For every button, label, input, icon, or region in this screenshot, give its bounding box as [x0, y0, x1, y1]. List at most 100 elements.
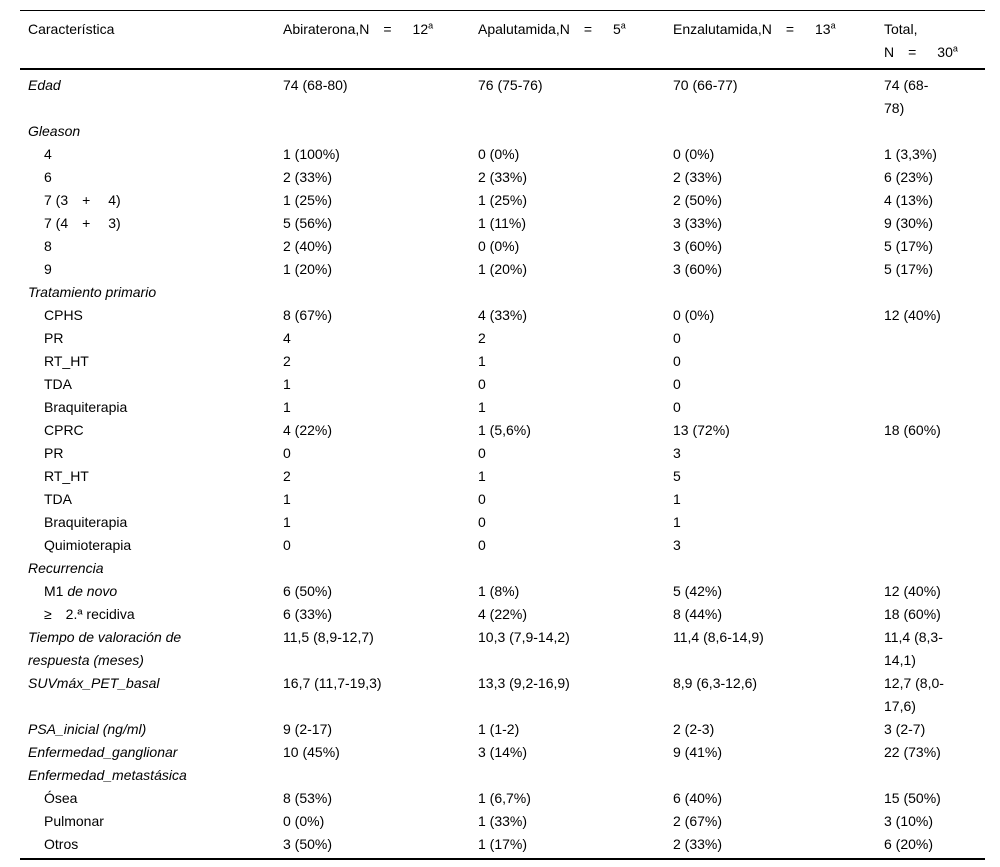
cell-apalutamida: 10,3 (7,9-14,2): [478, 629, 570, 645]
cell-apalutamida: 0 (0%): [478, 238, 520, 254]
row-label-cell: TDA: [20, 488, 283, 511]
row-label: Braquiterapia: [44, 399, 128, 415]
cell-enzalutamida: 1: [673, 514, 681, 530]
row-label: SUVmáx_PET_basal: [28, 675, 160, 691]
row-label: PSA_inicial (ng/ml): [28, 721, 147, 737]
row-label: Otros: [44, 836, 79, 852]
cell-total: 3 (2-7): [884, 721, 926, 737]
row-label-cell: Tiempo de valoración de respuesta (meses…: [20, 626, 283, 672]
cell-total: 11,4 (8,3- 14,1): [884, 629, 943, 668]
cell-apalutamida: 1: [478, 468, 486, 484]
cell-total: 18 (60%): [884, 606, 941, 622]
table-row: Tratamiento primario: [20, 281, 985, 304]
cell-apalutamida: [478, 281, 673, 304]
table-body: Edad 74 (68-80) 76 (75-76) 70 (66-77) 74…: [20, 69, 985, 859]
row-label-cell: PSA_inicial (ng/ml): [20, 718, 283, 741]
cell-enzalutamida: [673, 120, 884, 143]
cell-abiraterona: 4: [283, 330, 291, 346]
column-header-abiraterona: Abiraterona,N = 12a: [283, 10, 478, 70]
row-label-cell: 6: [20, 166, 283, 189]
cell-apalutamida: 76 (75-76): [478, 77, 543, 93]
cell-enzalutamida: 8 (44%): [673, 606, 723, 622]
row-label: 6: [44, 169, 52, 185]
row-label-cell: Braquiterapia: [20, 511, 283, 534]
footnote-marker: a: [620, 20, 626, 31]
cell-total: [884, 534, 985, 557]
cell-total: 15 (50%): [884, 790, 941, 806]
row-label: Tratamiento primario: [28, 284, 157, 300]
cell-apalutamida: 0: [478, 376, 486, 392]
table-header: Característica Abiraterona,N = 12a Apalu…: [20, 10, 985, 70]
cell-enzalutamida: 3: [673, 537, 681, 553]
cell-enzalutamida: [673, 764, 884, 787]
cell-total: 18 (60%): [884, 422, 941, 438]
cell-apalutamida: 0 (0%): [478, 146, 520, 162]
row-label: Edad: [28, 77, 61, 93]
table-row: RT_HT 2 1 0: [20, 350, 985, 373]
cell-enzalutamida: 5 (42%): [673, 583, 723, 599]
row-label: PR: [44, 445, 64, 461]
row-label-cell: 7 (3 + 4): [20, 189, 283, 212]
cell-abiraterona: 1: [283, 514, 291, 530]
cell-enzalutamida: 0: [673, 376, 681, 392]
cell-apalutamida: 1 (33%): [478, 813, 528, 829]
cell-abiraterona: 3 (50%): [283, 836, 333, 852]
cell-apalutamida: 1 (1-2): [478, 721, 520, 737]
table-row: 4 1 (100%) 0 (0%) 0 (0%) 1 (3,3%): [20, 143, 985, 166]
cell-abiraterona: 74 (68-80): [283, 77, 348, 93]
header-row: Característica Abiraterona,N = 12a Apalu…: [20, 10, 985, 70]
column-header-caracteristica: Característica: [20, 10, 283, 70]
cell-total: 12 (40%): [884, 583, 941, 599]
cell-apalutamida: 4 (33%): [478, 307, 528, 323]
table-row: TDA 1 0 0: [20, 373, 985, 396]
cell-total: [884, 327, 985, 350]
table-row: Enfermedad_ganglionar 10 (45%) 3 (14%) 9…: [20, 741, 985, 764]
cell-apalutamida: 1: [478, 399, 486, 415]
cell-total: [884, 557, 985, 580]
table-row: Enfermedad_metastásica: [20, 764, 985, 787]
row-label-cell: Recurrencia: [20, 557, 283, 580]
cell-total: 4 (13%): [884, 192, 934, 208]
table-row: Ósea 8 (53%) 1 (6,7%) 6 (40%) 15 (50%): [20, 787, 985, 810]
table-row: RT_HT 2 1 5: [20, 465, 985, 488]
cell-abiraterona: 8 (53%): [283, 790, 333, 806]
row-label: Enfermedad_metastásica: [28, 767, 187, 783]
column-header-total: Total, N = 30a: [884, 10, 985, 70]
row-label: 4: [44, 146, 52, 162]
column-header-enzalutamida: Enzalutamida,N = 13a: [673, 10, 884, 70]
row-label-cell: Pulmonar: [20, 810, 283, 833]
cell-apalutamida: 1: [478, 353, 486, 369]
cell-abiraterona: [283, 281, 478, 304]
cell-abiraterona: 1: [283, 491, 291, 507]
patient-characteristics-table: Característica Abiraterona,N = 12a Apalu…: [20, 10, 985, 860]
row-label-cell: Ósea: [20, 787, 283, 810]
cell-abiraterona: 2 (40%): [283, 238, 333, 254]
cell-enzalutamida: 0 (0%): [673, 307, 715, 323]
column-label: Abiraterona,N = 12: [283, 21, 429, 37]
row-label-italic: de novo: [67, 583, 118, 599]
cell-total: [884, 488, 985, 511]
cell-total: [884, 396, 985, 419]
table-row: Quimioterapia 0 0 3: [20, 534, 985, 557]
cell-enzalutamida: 2 (67%): [673, 813, 723, 829]
table-row: 7 (4 + 3) 5 (56%) 1 (11%) 3 (33%) 9 (30%…: [20, 212, 985, 235]
table-row: SUVmáx_PET_basal 16,7 (11,7-19,3) 13,3 (…: [20, 672, 985, 718]
row-label: TDA: [44, 376, 72, 392]
cell-apalutamida: 3 (14%): [478, 744, 528, 760]
table-row: Recurrencia: [20, 557, 985, 580]
table-row: M1 de novo 6 (50%) 1 (8%) 5 (42%) 12 (40…: [20, 580, 985, 603]
row-label-cell: CPHS: [20, 304, 283, 327]
cell-abiraterona: 5 (56%): [283, 215, 333, 231]
table-row: PR 0 0 3: [20, 442, 985, 465]
cell-enzalutamida: 70 (66-77): [673, 77, 738, 93]
footnote-marker: a: [830, 20, 836, 31]
cell-apalutamida: 0: [478, 514, 486, 530]
row-label-cell: RT_HT: [20, 350, 283, 373]
cell-abiraterona: 0: [283, 537, 291, 553]
cell-apalutamida: 1 (8%): [478, 583, 520, 599]
row-label-cell: Enfermedad_metastásica: [20, 764, 283, 787]
column-label: Enzalutamida,N = 13: [673, 21, 831, 37]
row-label: 7 (4 + 3): [44, 215, 121, 231]
row-label-cell: SUVmáx_PET_basal: [20, 672, 283, 718]
